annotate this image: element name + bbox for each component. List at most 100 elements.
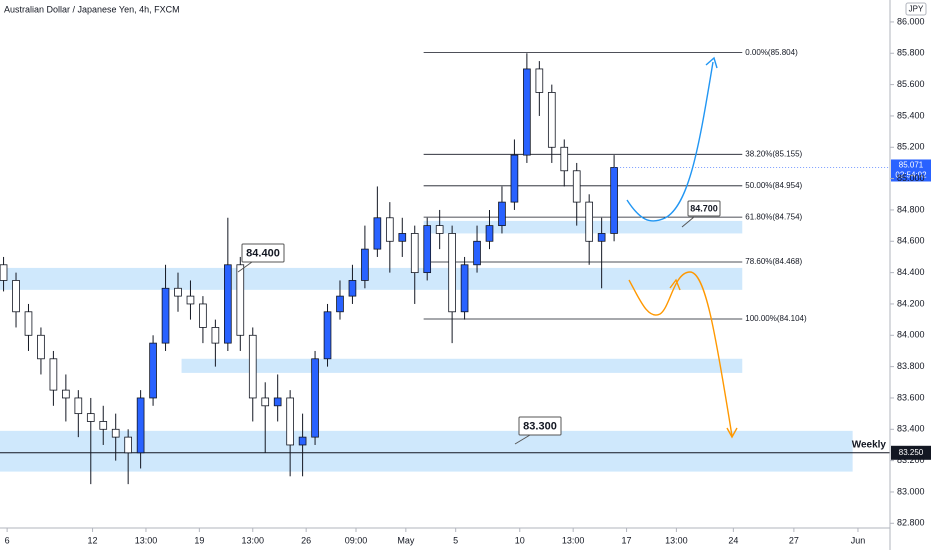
candle-body (336, 295, 344, 313)
candle-body (398, 233, 407, 242)
weekly-price: 83.250 (899, 448, 924, 457)
callout: 84.700 (681, 200, 721, 228)
candle-body (74, 397, 83, 415)
chart-title: Australian Dollar / Japanese Yen, 4h, FX… (4, 4, 180, 14)
y-tick-label: 84.000 (897, 330, 925, 340)
candle-body (560, 146, 569, 172)
x-tick-label: 10 (515, 535, 525, 545)
y-tick-label: 84.600 (897, 236, 925, 246)
arrowhead (726, 427, 738, 439)
candle-body (186, 295, 195, 305)
x-tick-label: 12 (88, 535, 98, 545)
candle-body (286, 397, 294, 446)
currency: JPY (909, 5, 924, 14)
candle-body (0, 264, 8, 281)
candle-body (248, 334, 257, 399)
fib-label: 38.20%(85.155) (745, 149, 802, 158)
arrowhead (705, 56, 718, 69)
x-tick-label: 09:00 (345, 535, 368, 545)
y-tick-label: 85.600 (897, 79, 925, 89)
zone (423, 220, 743, 234)
fib-label: 50.00%(84.954) (745, 181, 802, 190)
candle-body (610, 167, 618, 234)
fib-label: 78.60%(84.468) (745, 257, 802, 266)
y-tick-label: 82.800 (897, 518, 925, 528)
y-tick-label: 85.000 (897, 173, 925, 183)
candle-body (211, 327, 220, 344)
currency-box (905, 2, 927, 16)
candle-body (597, 233, 606, 242)
candle-body (99, 421, 108, 430)
candle-body (523, 68, 531, 156)
fib-label: 0.00%(85.804) (745, 48, 798, 57)
candle-body (311, 358, 319, 438)
zone (181, 358, 743, 373)
candle-body (510, 154, 519, 203)
callout: 83.300 (514, 416, 562, 445)
candle-body (12, 280, 20, 313)
candle-body (323, 311, 332, 360)
x-tick-label: 13:00 (665, 535, 688, 545)
candle-body (273, 397, 282, 407)
candle-body (136, 397, 145, 454)
zone (0, 267, 743, 290)
weekly-label: Weekly (852, 439, 887, 450)
candle-body (585, 201, 594, 242)
candle-body (298, 436, 307, 446)
candle-body (373, 217, 382, 250)
x-tick-label: 5 (453, 535, 458, 545)
candle-body (423, 225, 432, 274)
y-tick-label: 83.600 (897, 392, 925, 402)
candle-body (410, 233, 419, 274)
candle-body (572, 170, 581, 203)
candle-body (385, 217, 394, 242)
x-tick-label: 17 (622, 535, 632, 545)
candle-body (498, 201, 506, 227)
candle-body (149, 342, 157, 399)
candle-body (361, 248, 369, 281)
candle-body (448, 233, 456, 313)
x-tick-label: 27 (789, 535, 799, 545)
candle-body (236, 264, 245, 336)
candle-body (111, 428, 120, 438)
x-tick-label: 13:00 (135, 535, 158, 545)
candle-body (261, 397, 270, 407)
candle-body (435, 225, 444, 234)
callout-label: 84.700 (690, 203, 718, 213)
y-tick-label: 86.000 (897, 16, 925, 26)
bullish-arrow (626, 61, 714, 222)
x-tick-label: Jun (851, 535, 866, 545)
plot-area: Weekly 0.00%(85.804) 38.20%(85.155) 50.00%(… (0, 48, 890, 485)
y-tick-label: 83.200 (897, 455, 925, 465)
candle-body (86, 413, 95, 422)
callout-label: 84.400 (246, 247, 280, 259)
x-tick-label: 6 (5, 535, 10, 545)
candle-body (49, 358, 58, 391)
y-tick-label: 83.800 (897, 361, 925, 371)
y-tick-label: 85.400 (897, 110, 925, 120)
candle-body (473, 240, 481, 266)
x-tick-label: 24 (728, 535, 738, 545)
callout-label: 83.300 (523, 420, 557, 432)
candle-body (535, 68, 544, 93)
y-tick-label: 85.200 (897, 142, 925, 152)
y-tick-label: 83.000 (897, 486, 925, 496)
fib-label: 61.80%(84.754) (745, 212, 802, 221)
candle-body (124, 436, 132, 454)
candle-body (547, 92, 556, 148)
candle-body (485, 225, 494, 242)
fib-label: 100.00%(84.104) (745, 314, 807, 323)
bearish-arrow (628, 271, 733, 437)
y-tick-label: 85.800 (897, 48, 925, 58)
x-tick-label: 19 (194, 535, 204, 545)
last-price: 85.071 (899, 161, 924, 170)
last-price-badge (891, 159, 931, 182)
candle-body (460, 264, 469, 313)
candle-body (199, 303, 207, 328)
candle-body (224, 264, 232, 344)
countdown: 02:54:02 (895, 171, 927, 180)
candle-body (174, 287, 182, 297)
candle-body (348, 280, 357, 297)
callout: 84.400 (237, 243, 285, 273)
